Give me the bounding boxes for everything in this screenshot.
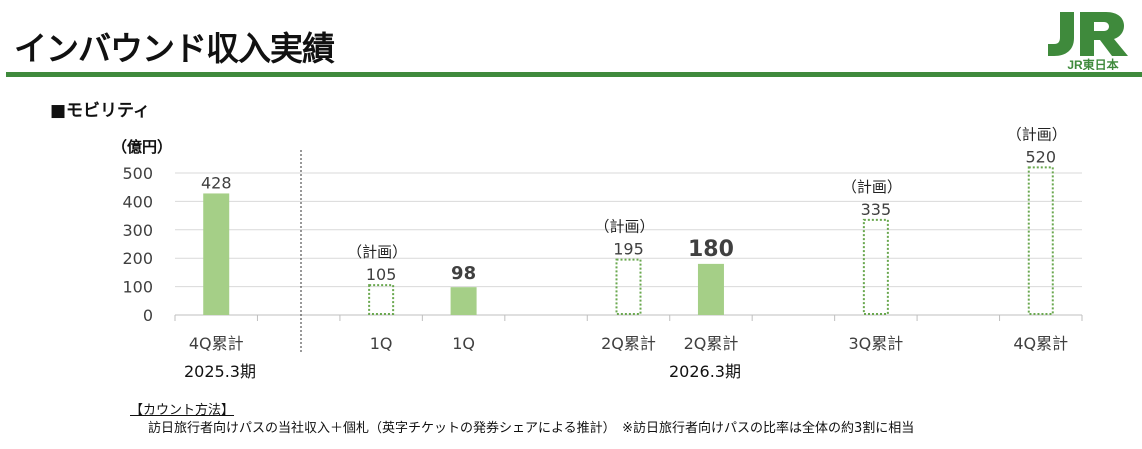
period-label: 2026.3期 (669, 362, 741, 381)
data-label: 335 (861, 200, 892, 219)
bar-plan (368, 284, 395, 315)
y-tick-label: 0 (143, 306, 153, 325)
y-axis-unit: （億円） (112, 138, 172, 156)
x-tick-label: 3Q累計 (848, 334, 903, 353)
y-tick-label: 100 (122, 278, 153, 297)
x-tick-label: 2Q累計 (684, 334, 739, 353)
y-tick-label: 300 (122, 221, 153, 240)
data-label: 428 (201, 173, 232, 192)
x-tick-label: 1Q (452, 334, 475, 353)
bar-plan (862, 218, 889, 315)
bar-actual (450, 287, 477, 315)
y-tick-label: 200 (122, 249, 153, 268)
data-label: 98 (451, 263, 476, 284)
data-label: 195 (613, 240, 644, 259)
y-tick-label: 400 (122, 192, 153, 211)
data-label: 520 (1025, 147, 1056, 166)
plan-label: （計画） (1007, 125, 1067, 143)
notes-heading: 【カウント方法】 (130, 403, 235, 418)
data-label: 105 (366, 265, 397, 284)
page-title: インバウンド収入実績 (14, 29, 335, 68)
y-tick-label: 500 (122, 164, 153, 183)
svg-text:JR東日本: JR東日本 (1067, 57, 1118, 70)
bar-actual (203, 193, 230, 315)
period-label: 2025.3期 (184, 362, 256, 381)
x-tick-label: 4Q累計 (1013, 334, 1068, 353)
plan-label: （計画） (347, 243, 407, 261)
plan-label: （計画） (842, 178, 902, 196)
bar-plan (1027, 166, 1054, 315)
header-divider (6, 72, 1142, 77)
x-tick-label: 4Q累計 (189, 334, 244, 353)
x-tick-label: 2Q累計 (601, 334, 656, 353)
jr-east-logo: JR東日本 (1046, 8, 1136, 72)
x-tick-label: 1Q (370, 334, 393, 353)
notes-text: 訪日旅行者向けパスの当社収入＋個札（英字チケットの発券シェアによる推計） ※訪日… (148, 421, 915, 436)
bar-plan (615, 258, 642, 315)
section-title: ■モビリティ (50, 101, 151, 121)
plan-label: （計画） (594, 218, 654, 236)
data-label: 180 (688, 237, 734, 262)
bar-actual (697, 263, 724, 315)
